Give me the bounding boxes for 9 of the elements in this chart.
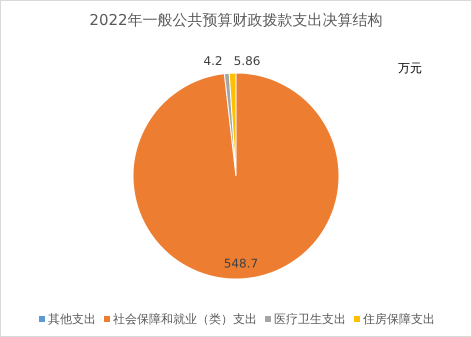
data-label: 4.2 [203, 54, 223, 68]
chart-title: 2022年一般公共预算财政拨款支出决算结构 [89, 11, 383, 29]
legend-label: 社会保障和就业（类）支出 [113, 312, 257, 326]
legend-label: 住房保障支出 [362, 312, 435, 326]
data-label: 5.86 [234, 54, 260, 68]
text: 万元 [398, 61, 422, 75]
legend-label: 其他支出 [48, 312, 96, 326]
legend-label: 医疗卫生支出 [274, 312, 346, 326]
data-label: 548.7 [224, 256, 258, 270]
